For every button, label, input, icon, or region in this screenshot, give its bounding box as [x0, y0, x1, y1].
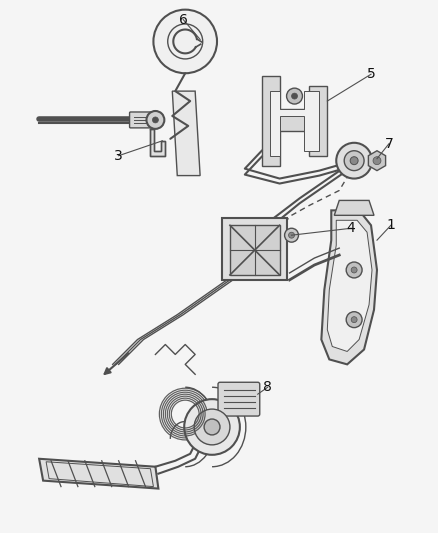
FancyBboxPatch shape — [222, 219, 286, 280]
Circle shape — [351, 317, 357, 322]
Polygon shape — [368, 151, 385, 171]
Circle shape — [336, 143, 372, 179]
Circle shape — [289, 232, 294, 238]
Polygon shape — [262, 76, 327, 166]
Text: 4: 4 — [347, 221, 356, 235]
Circle shape — [346, 312, 362, 328]
Circle shape — [204, 419, 220, 435]
FancyBboxPatch shape — [218, 382, 260, 416]
Circle shape — [373, 157, 381, 165]
Circle shape — [146, 111, 164, 129]
Text: 5: 5 — [367, 67, 375, 81]
Polygon shape — [150, 129, 165, 156]
Text: 3: 3 — [114, 149, 123, 163]
Polygon shape — [327, 220, 372, 351]
Text: 8: 8 — [263, 380, 272, 394]
Circle shape — [344, 151, 364, 171]
Text: 6: 6 — [179, 13, 187, 27]
Circle shape — [351, 267, 357, 273]
Polygon shape — [172, 91, 200, 175]
Circle shape — [286, 88, 303, 104]
Text: 1: 1 — [386, 218, 396, 232]
Circle shape — [346, 262, 362, 278]
Polygon shape — [321, 211, 377, 365]
Polygon shape — [39, 459, 159, 489]
FancyBboxPatch shape — [130, 112, 153, 128]
Circle shape — [152, 117, 159, 123]
Circle shape — [194, 409, 230, 445]
Circle shape — [285, 228, 298, 242]
FancyBboxPatch shape — [230, 225, 279, 275]
Circle shape — [292, 93, 297, 99]
Text: 7: 7 — [385, 137, 393, 151]
Polygon shape — [334, 200, 374, 215]
Circle shape — [184, 399, 240, 455]
Polygon shape — [270, 91, 319, 156]
Circle shape — [350, 157, 358, 165]
Circle shape — [153, 10, 217, 73]
